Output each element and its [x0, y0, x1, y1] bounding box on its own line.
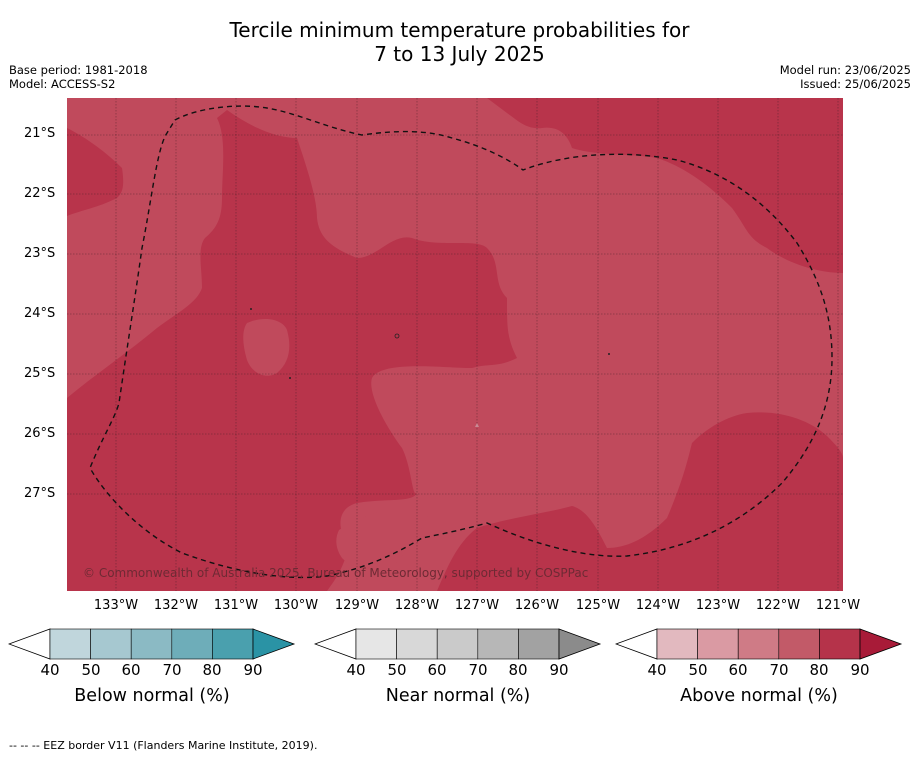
cbar-near-cell-4 [477, 628, 519, 660]
lon-label-122w: 122°W [755, 598, 801, 613]
cbar-near-cell-5 [518, 628, 560, 660]
lat-label-27s: 27°S [24, 486, 56, 501]
cbar-near-cell-1 [355, 628, 397, 660]
cbar-near-tick-40: 40 [346, 661, 366, 679]
cbar-above-tick-50: 50 [688, 661, 708, 679]
lon-label-121w: 121°W [815, 598, 861, 613]
cbar-above-tick-90: 90 [850, 661, 870, 679]
island-marker-4 [608, 353, 610, 355]
region-above-70-south-lobe [336, 502, 429, 575]
cbar-below-cell-0 [7, 628, 51, 660]
cbar-below-tick-90: 90 [243, 661, 263, 679]
region-above-80-far-se [767, 538, 843, 591]
issued-text: Issued: 25/06/2025 [800, 77, 911, 91]
colorbar-near-swatches [313, 628, 602, 660]
cbar-above-cell-1 [656, 628, 698, 660]
lat-label-23s: 23°S [24, 246, 56, 261]
region-above-80-west [67, 110, 517, 591]
cbar-below-cell-6 [252, 628, 296, 660]
colorbar-below-title: Below normal (%) [74, 686, 230, 706]
lon-label-126w: 126°W [514, 598, 560, 613]
meta-left: Base period: 1981-2018 Model: ACCESS-S2 [9, 63, 148, 91]
lat-label-25s: 25°S [24, 366, 56, 381]
cbar-below-cell-2 [90, 628, 132, 660]
cbar-above-tick-70: 70 [769, 661, 789, 679]
cbar-near-cell-0 [313, 628, 357, 660]
lat-label-21s: 21°S [24, 126, 56, 141]
island-marker-3 [394, 333, 400, 339]
colorbar-above-title: Above normal (%) [680, 686, 838, 706]
cbar-near-tick-60: 60 [427, 661, 447, 679]
lon-label-129w: 129°W [334, 598, 380, 613]
lon-label-133w: 133°W [93, 598, 139, 613]
cbar-near-tick-50: 50 [387, 661, 407, 679]
lon-label-130w: 130°W [273, 598, 319, 613]
cbar-below-tick-60: 60 [121, 661, 141, 679]
colorbar-below-normal: 40 50 60 70 80 90 Below normal (%) [7, 628, 296, 706]
cbar-near-cell-3 [436, 628, 479, 660]
base-period-text: Base period: 1981-2018 [9, 63, 148, 77]
region-above-80-ne [487, 98, 843, 273]
lon-label-123w: 123°W [695, 598, 741, 613]
region-above-80-nw [67, 128, 124, 216]
island-marker-5 [475, 423, 479, 427]
cbar-near-tick-90: 90 [549, 661, 569, 679]
cbar-above-cell-2 [697, 628, 739, 660]
cbar-near-cell-2 [396, 628, 438, 660]
cbar-above-tick-60: 60 [728, 661, 748, 679]
probability-map [67, 98, 843, 591]
cbar-above-cell-0 [614, 628, 658, 660]
cbar-near-cell-6 [558, 628, 602, 660]
copyright-notice: © Commonwealth of Australia 2025, Bureau… [83, 566, 589, 580]
region-above-80-se [437, 412, 843, 591]
eez-footnote: -- -- -- EEZ border V11 (Flanders Marine… [9, 739, 318, 752]
colorbar-near-title: Near normal (%) [385, 686, 531, 706]
lon-label-132w: 132°W [153, 598, 199, 613]
lon-label-127w: 127°W [454, 598, 500, 613]
colorbar-below-swatches [7, 628, 296, 660]
cbar-above-tick-80: 80 [809, 661, 829, 679]
map-title: Tercile minimum temperature probabilitie… [0, 18, 919, 66]
cbar-below-cell-1 [49, 628, 91, 660]
colorbar-above-normal: 40 50 60 70 80 90 Above normal (%) [614, 628, 903, 706]
cbar-below-cell-3 [130, 628, 173, 660]
lat-label-26s: 26°S [24, 426, 56, 441]
cbar-below-cell-5 [212, 628, 254, 660]
lon-label-131w: 131°W [213, 598, 259, 613]
cbar-above-tick-40: 40 [647, 661, 667, 679]
island-marker-1 [250, 308, 252, 310]
cbar-above-cell-5 [819, 628, 861, 660]
cbar-below-tick-80: 80 [202, 661, 222, 679]
lon-label-125w: 125°W [575, 598, 621, 613]
cbar-below-tick-50: 50 [81, 661, 101, 679]
lat-label-24s: 24°S [24, 306, 56, 321]
island-marker-2 [289, 377, 291, 379]
colorbar-near-normal: 40 50 60 70 80 90 Near normal (%) [313, 628, 602, 706]
meta-right: Model run: 23/06/2025 Issued: 25/06/2025 [780, 63, 911, 91]
region-above-70-islet-a [243, 318, 290, 376]
model-text: Model: ACCESS-S2 [9, 77, 116, 91]
cbar-below-tick-40: 40 [40, 661, 60, 679]
cbar-above-cell-6 [859, 628, 903, 660]
lat-label-22s: 22°S [24, 186, 56, 201]
title-line-2: 7 to 13 July 2025 [374, 42, 545, 66]
cbar-near-tick-70: 70 [468, 661, 488, 679]
cbar-near-tick-80: 80 [508, 661, 528, 679]
cbar-above-cell-3 [737, 628, 780, 660]
colorbar-above-swatches [614, 628, 903, 660]
lon-label-128w: 128°W [394, 598, 440, 613]
cbar-below-cell-4 [171, 628, 213, 660]
lon-label-124w: 124°W [635, 598, 681, 613]
model-run-text: Model run: 23/06/2025 [779, 63, 911, 77]
cbar-below-tick-70: 70 [162, 661, 182, 679]
cbar-above-cell-4 [778, 628, 820, 660]
title-line-1: Tercile minimum temperature probabilitie… [229, 18, 690, 42]
gridlines [67, 98, 843, 591]
